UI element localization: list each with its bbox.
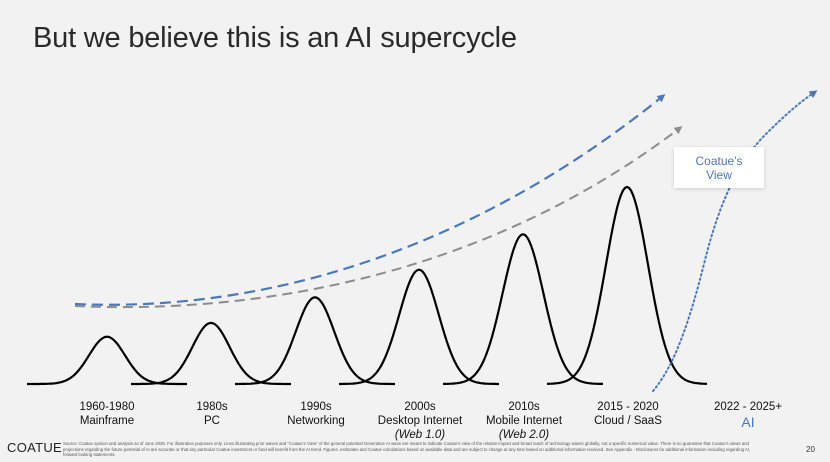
wave-name: Mobile Internet	[485, 415, 563, 427]
coatue-logo: COATUE	[7, 440, 63, 455]
wave-era: 2010s	[508, 401, 540, 413]
wave-curve-networking	[235, 296, 395, 386]
wave-name: Cloud / SaaS	[594, 415, 662, 427]
wave-era: 2000s	[404, 401, 436, 413]
wave-era: 2015 - 2020	[597, 401, 659, 413]
wave-label-desktop-internet: 2000s Desktop Internet (Web 1.0)	[355, 400, 485, 442]
wave-label-networking: 1990s Networking	[251, 400, 381, 428]
wave-label-mobile-internet: 2010s Mobile Internet (Web 2.0)	[459, 400, 589, 442]
wave-name: PC	[204, 415, 220, 427]
wave-curve-mainframe	[27, 335, 187, 386]
slide-title: But we believe this is an AI supercycle	[33, 22, 517, 54]
wave-name: Desktop Internet	[377, 415, 463, 427]
ai-wave-dotted-line	[652, 90, 818, 392]
wave-curve-cloud-saas	[546, 185, 708, 385]
wave-label-cloud-saas: 2015 - 2020 Cloud / SaaS	[563, 400, 693, 428]
wave-subtitle: (Web 1.0)	[394, 429, 446, 441]
wave-curve-mobile-internet	[443, 233, 603, 385]
wave-name: Mainframe	[79, 415, 135, 427]
source-footnote: Source: Coatue opinion and analysis as o…	[63, 441, 751, 457]
wave-name: Networking	[287, 415, 345, 427]
wave-label-ai: 2022 - 2025+ AI	[683, 400, 813, 431]
wave-era: 1960-1980	[79, 401, 135, 413]
wave-label-mainframe: 1960-1980 Mainframe	[42, 400, 172, 428]
wave-label-pc: 1980s PC	[147, 400, 277, 428]
wave-era: 1980s	[196, 401, 228, 413]
wave-subtitle: (Web 2.0)	[498, 429, 550, 441]
wave-curve-pc	[131, 321, 291, 386]
wave-name: AI	[741, 414, 755, 430]
upper-trend-line	[74, 94, 666, 306]
coatues-view-callout: Coatue's View	[674, 147, 764, 188]
wave-era: 1990s	[300, 401, 332, 413]
waves-group	[27, 185, 708, 386]
wave-curve-desktop-internet	[339, 268, 499, 386]
callout-line-1: Coatue's	[695, 153, 743, 168]
lower-trend-line	[74, 126, 683, 309]
callout-line-2: View	[706, 167, 732, 182]
wave-era: 2022 - 2025+	[713, 401, 783, 413]
page-number: 20	[806, 445, 815, 454]
